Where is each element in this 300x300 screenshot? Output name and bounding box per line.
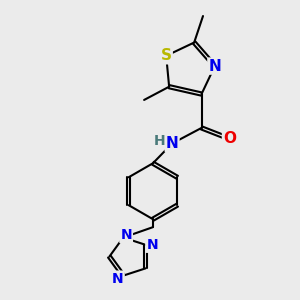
Text: O: O (223, 131, 236, 146)
Text: N: N (208, 58, 221, 74)
Text: N: N (146, 238, 158, 252)
Text: H: H (154, 134, 166, 148)
Text: S: S (161, 48, 172, 63)
Text: N: N (112, 272, 124, 286)
Text: N: N (166, 136, 178, 151)
Text: N: N (120, 228, 132, 242)
